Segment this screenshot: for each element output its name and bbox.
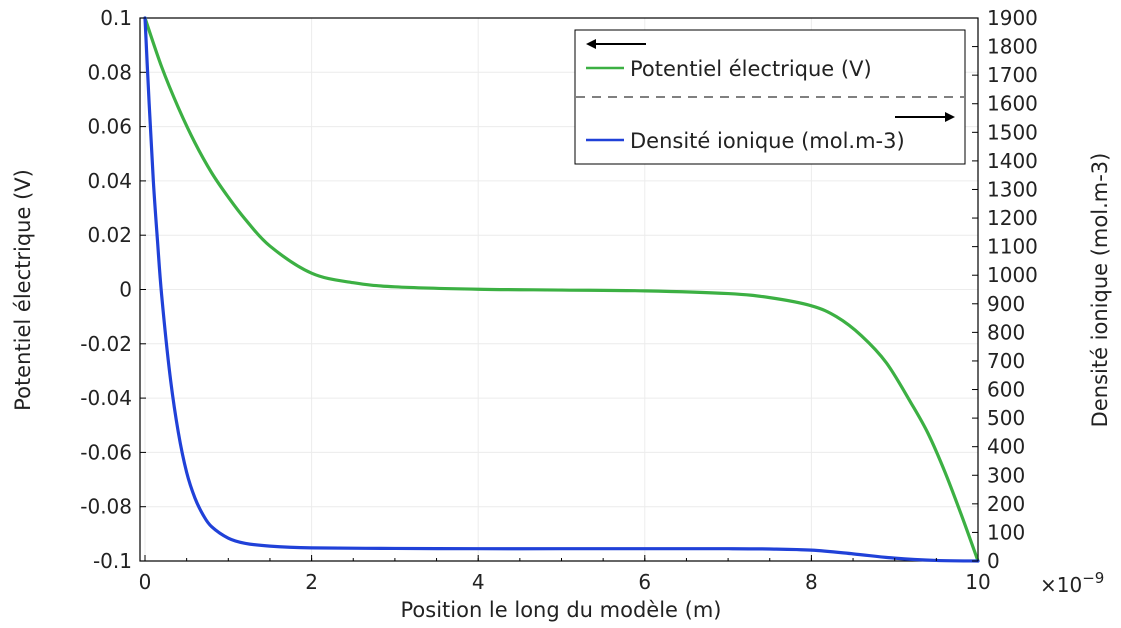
y-tick-label: 0.06	[87, 115, 132, 139]
y2-tick-label: 1200	[987, 206, 1038, 230]
y2-tick-label: 1100	[987, 235, 1038, 259]
x-tick-label: 10	[965, 570, 990, 594]
y2-tick-label: 1700	[987, 63, 1038, 87]
x-multiplier: ×10−9	[1040, 569, 1104, 597]
y-tick-label: 0	[119, 278, 132, 302]
y2-tick-label: 800	[987, 320, 1025, 344]
y2-tick-label: 1900	[987, 6, 1038, 30]
y2-tick-label: 500	[987, 406, 1025, 430]
y2-tick-label: 300	[987, 463, 1025, 487]
right-arrowhead-icon	[945, 112, 955, 122]
x-tick-label: 0	[139, 570, 152, 594]
series-line-potential	[143, 16, 980, 563]
legend-label-potential: Potentiel électrique (V)	[630, 57, 872, 81]
left-arrowhead-icon	[586, 39, 596, 49]
y2-tick-label: 200	[987, 492, 1025, 516]
y2-tick-label: 1800	[987, 35, 1038, 59]
series-line-density	[143, 16, 980, 563]
y-tick-label: -0.02	[80, 332, 132, 356]
y-tick-label: -0.04	[80, 386, 132, 410]
y-tick-label: -0.08	[80, 495, 132, 519]
y2-tick-label: 400	[987, 435, 1025, 459]
y2-tick-label: 100	[987, 520, 1025, 544]
bottom-axis: 0 2 4 6 8 10	[139, 555, 991, 594]
y-tick-label: -0.1	[93, 549, 132, 573]
y-tick-label: 0.1	[100, 6, 132, 30]
y2-tick-label: 1400	[987, 149, 1038, 173]
y-tick-label: 0.08	[87, 60, 132, 84]
y2-tick-label: 1300	[987, 177, 1038, 201]
x-tick-label: 2	[305, 570, 318, 594]
legend-label-density: Densité ionique (mol.m-3)	[630, 129, 905, 153]
y2-tick-label: 0	[987, 549, 1000, 573]
x-tick-label: 6	[638, 570, 651, 594]
y2-tick-label: 700	[987, 349, 1025, 373]
y-tick-label: 0.02	[87, 223, 132, 247]
x-tick-label: 8	[805, 570, 818, 594]
y2-axis-title: Densité ionique (mol.m-3)	[1088, 153, 1112, 428]
y2-tick-label: 1000	[987, 263, 1038, 287]
legend: Potentiel électrique (V) Densité ionique…	[574, 29, 966, 165]
y-tick-label: -0.06	[80, 440, 132, 464]
y-axis-title: Potentiel électrique (V)	[11, 169, 35, 411]
x-axis-title: Position le long du modèle (m)	[400, 598, 721, 622]
y2-tick-label: 900	[987, 292, 1025, 316]
right-axis: 1900180017001600150014001300120011001000…	[972, 6, 1038, 573]
y-tick-label: 0.04	[87, 169, 132, 193]
series-layer	[143, 16, 980, 563]
y2-tick-label: 1600	[987, 92, 1038, 116]
y2-tick-label: 1500	[987, 120, 1038, 144]
y2-tick-label: 600	[987, 378, 1025, 402]
x-tick-label: 4	[472, 570, 485, 594]
left-axis: 0.1 0.08 0.06 0.04 0.02 0 -0.02 -0.04 -0.06 -0.08…	[80, 6, 146, 573]
